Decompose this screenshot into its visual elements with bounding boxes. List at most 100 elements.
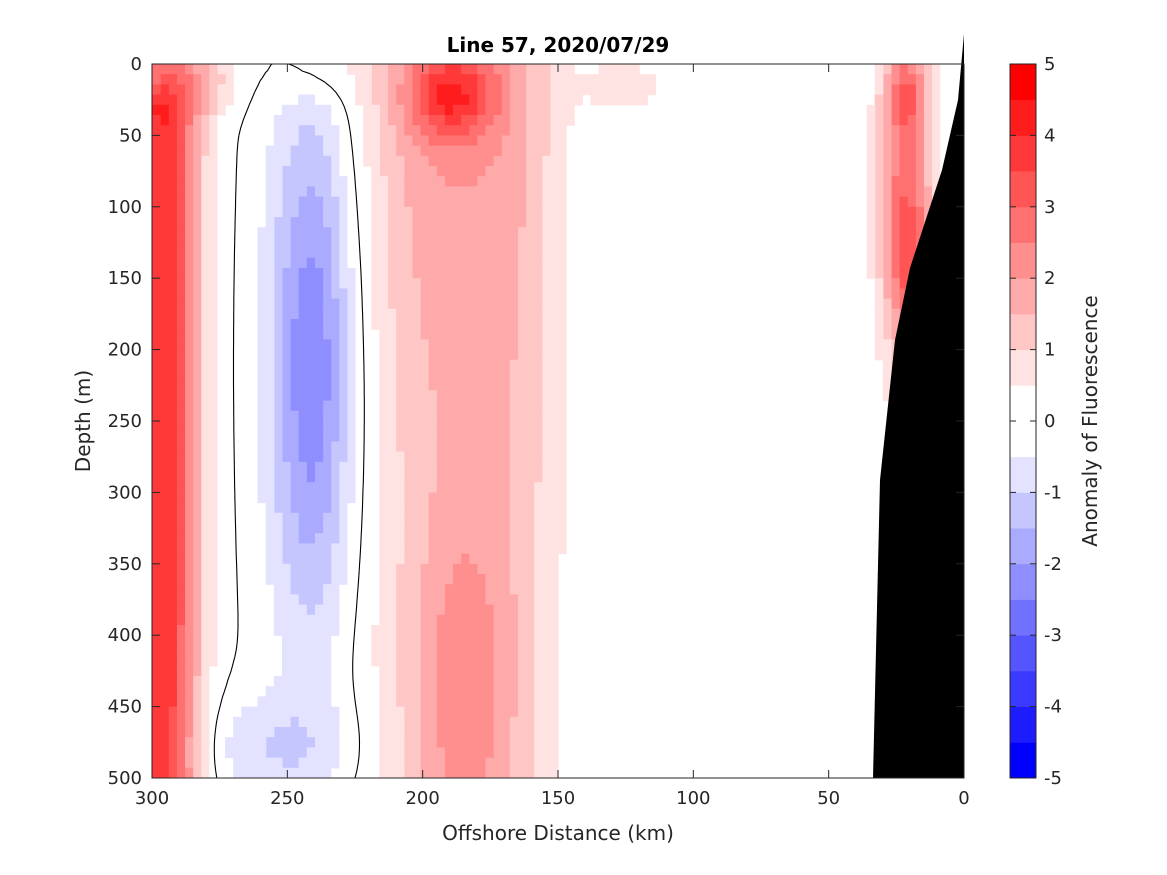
field-cell [387, 584, 397, 595]
field-cell [428, 135, 437, 147]
field-cell [452, 104, 462, 116]
field-cell [501, 206, 510, 218]
field-cell [192, 706, 202, 718]
field-cell [890, 288, 900, 300]
field-cell [525, 461, 535, 473]
field-cell [176, 237, 186, 249]
field-cell [298, 737, 307, 748]
field-cell [160, 104, 169, 116]
field-cell [444, 584, 454, 595]
colorbar-swatch [1010, 171, 1036, 208]
field-cell [436, 614, 445, 626]
field-cell [281, 472, 291, 483]
field-cell [558, 431, 567, 442]
field-cell [281, 319, 291, 330]
field-cell [152, 217, 161, 228]
field-cell [265, 421, 275, 432]
field-cell [444, 431, 454, 442]
field-cell [176, 584, 186, 595]
field-cell [160, 380, 169, 391]
field-cell [890, 257, 900, 269]
field-cell [566, 115, 575, 126]
field-cell [387, 737, 397, 748]
field-cell [314, 370, 324, 381]
field-cell [907, 155, 916, 167]
field-cell [501, 604, 510, 616]
field-cell [403, 512, 413, 524]
field-cell [168, 268, 177, 279]
field-cell [493, 339, 502, 351]
field-cell [428, 268, 437, 279]
field-cell [314, 176, 324, 187]
field-cell [379, 676, 389, 687]
field-cell [509, 166, 518, 177]
x-tick-label: 300 [135, 788, 169, 809]
field-cell [152, 482, 161, 493]
field-cell [517, 349, 527, 361]
field-cell [371, 288, 380, 300]
field-cell [168, 512, 177, 524]
field-cell [899, 166, 908, 177]
field-cell [152, 716, 161, 728]
field-cell [517, 380, 527, 391]
colorbar-tick-label: 2 [1044, 268, 1055, 289]
field-cell [549, 268, 559, 279]
field-cell [208, 380, 218, 391]
field-cell [184, 135, 194, 147]
field-cell [176, 533, 186, 544]
field-cell [314, 635, 324, 646]
field-cell [476, 247, 486, 259]
field-cell [411, 84, 421, 96]
field-cell [874, 217, 884, 228]
field-cell [330, 451, 340, 463]
field-cell [265, 686, 275, 697]
field-cell [233, 727, 242, 738]
field-cell [257, 319, 267, 330]
field-cell [387, 482, 397, 493]
field-cell [184, 227, 194, 238]
field-cell [452, 574, 462, 585]
field-cell [403, 145, 413, 157]
field-cell [452, 737, 462, 748]
field-cell [371, 237, 380, 249]
field-cell [298, 757, 307, 769]
field-cell [281, 115, 291, 126]
field-cell [460, 380, 470, 391]
field-cell [273, 737, 283, 748]
field-cell [566, 94, 575, 106]
field-cell [493, 523, 502, 534]
field-cell [541, 288, 551, 300]
field-cell [541, 635, 551, 646]
field-cell [549, 237, 559, 249]
field-cell [387, 400, 397, 412]
field-cell [411, 288, 421, 300]
field-cell [184, 492, 194, 504]
field-cell [509, 176, 518, 187]
field-cell [168, 257, 177, 269]
field-cell [200, 757, 210, 769]
field-cell [436, 441, 445, 453]
field-cell [257, 288, 267, 300]
field-cell [290, 553, 299, 565]
field-cell [549, 757, 559, 769]
field-cell [549, 115, 559, 126]
field-cell [322, 767, 332, 778]
field-cell [468, 268, 478, 279]
field-cell [152, 665, 161, 677]
field-cell [549, 94, 559, 106]
field-cell [614, 94, 624, 106]
field-cell [419, 482, 429, 493]
field-cell [184, 614, 194, 626]
field-cell [192, 767, 202, 778]
field-cell [290, 268, 299, 279]
field-cell [558, 268, 567, 279]
field-cell [501, 676, 510, 687]
field-cell [363, 155, 372, 167]
field-cell [436, 716, 445, 728]
field-cell [346, 370, 356, 381]
field-cell [419, 94, 429, 106]
field-cell [176, 676, 186, 687]
field-cell [225, 737, 234, 748]
field-cell [444, 390, 454, 402]
field-cell [411, 767, 421, 778]
